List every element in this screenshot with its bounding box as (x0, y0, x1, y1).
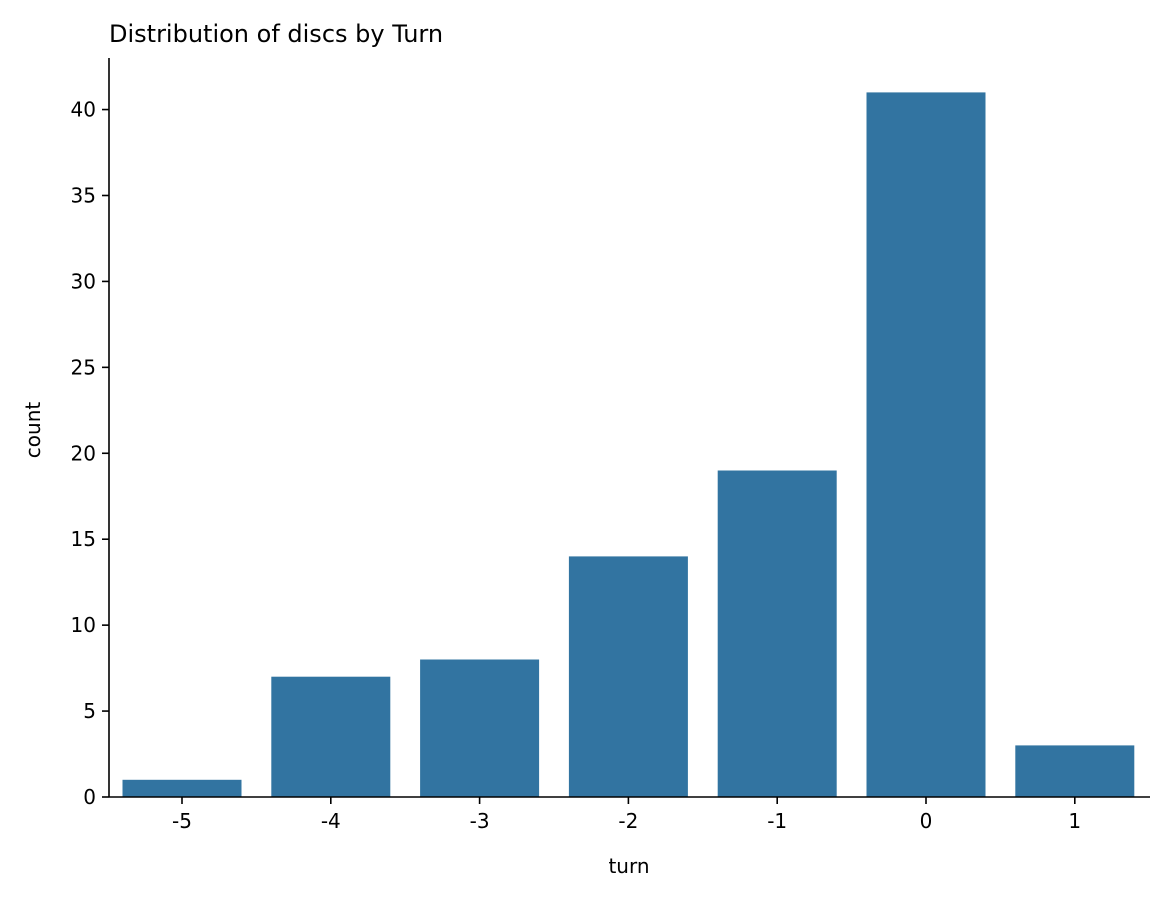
x-tick-label: -1 (767, 809, 787, 833)
x-tick-label: 0 (920, 809, 933, 833)
y-tick-label: 25 (71, 355, 96, 379)
y-tick-label: 35 (71, 183, 96, 207)
bar--4 (271, 676, 391, 797)
x-tick-label: -3 (470, 809, 490, 833)
bars-group (122, 92, 1135, 797)
y-tick-label: 20 (71, 441, 96, 465)
y-tick-label: 0 (83, 785, 96, 809)
x-axis-title: turn (608, 854, 649, 878)
bar-1 (1015, 745, 1135, 797)
x-tick-label: 1 (1068, 809, 1081, 833)
y-tick-label: 5 (83, 699, 96, 723)
y-tick-label: 30 (71, 269, 96, 293)
y-tick-label: 40 (71, 98, 96, 122)
y-axis-title: count (21, 402, 45, 459)
bar-0 (866, 92, 986, 797)
chart-title: Distribution of discs by Turn (109, 20, 443, 48)
x-axis-ticks: -5 -4 -3 -2 -1 0 1 (172, 797, 1081, 833)
y-tick-label: 15 (71, 527, 96, 551)
y-axis-ticks: 0 5 10 15 20 25 30 35 40 (71, 98, 109, 809)
y-tick-label: 10 (71, 613, 96, 637)
bar--5 (122, 779, 242, 797)
x-tick-label: -4 (321, 809, 341, 833)
bar--2 (568, 556, 688, 797)
x-tick-label: -5 (172, 809, 192, 833)
bar--1 (717, 470, 837, 797)
x-tick-label: -2 (618, 809, 638, 833)
bar--3 (420, 659, 540, 797)
